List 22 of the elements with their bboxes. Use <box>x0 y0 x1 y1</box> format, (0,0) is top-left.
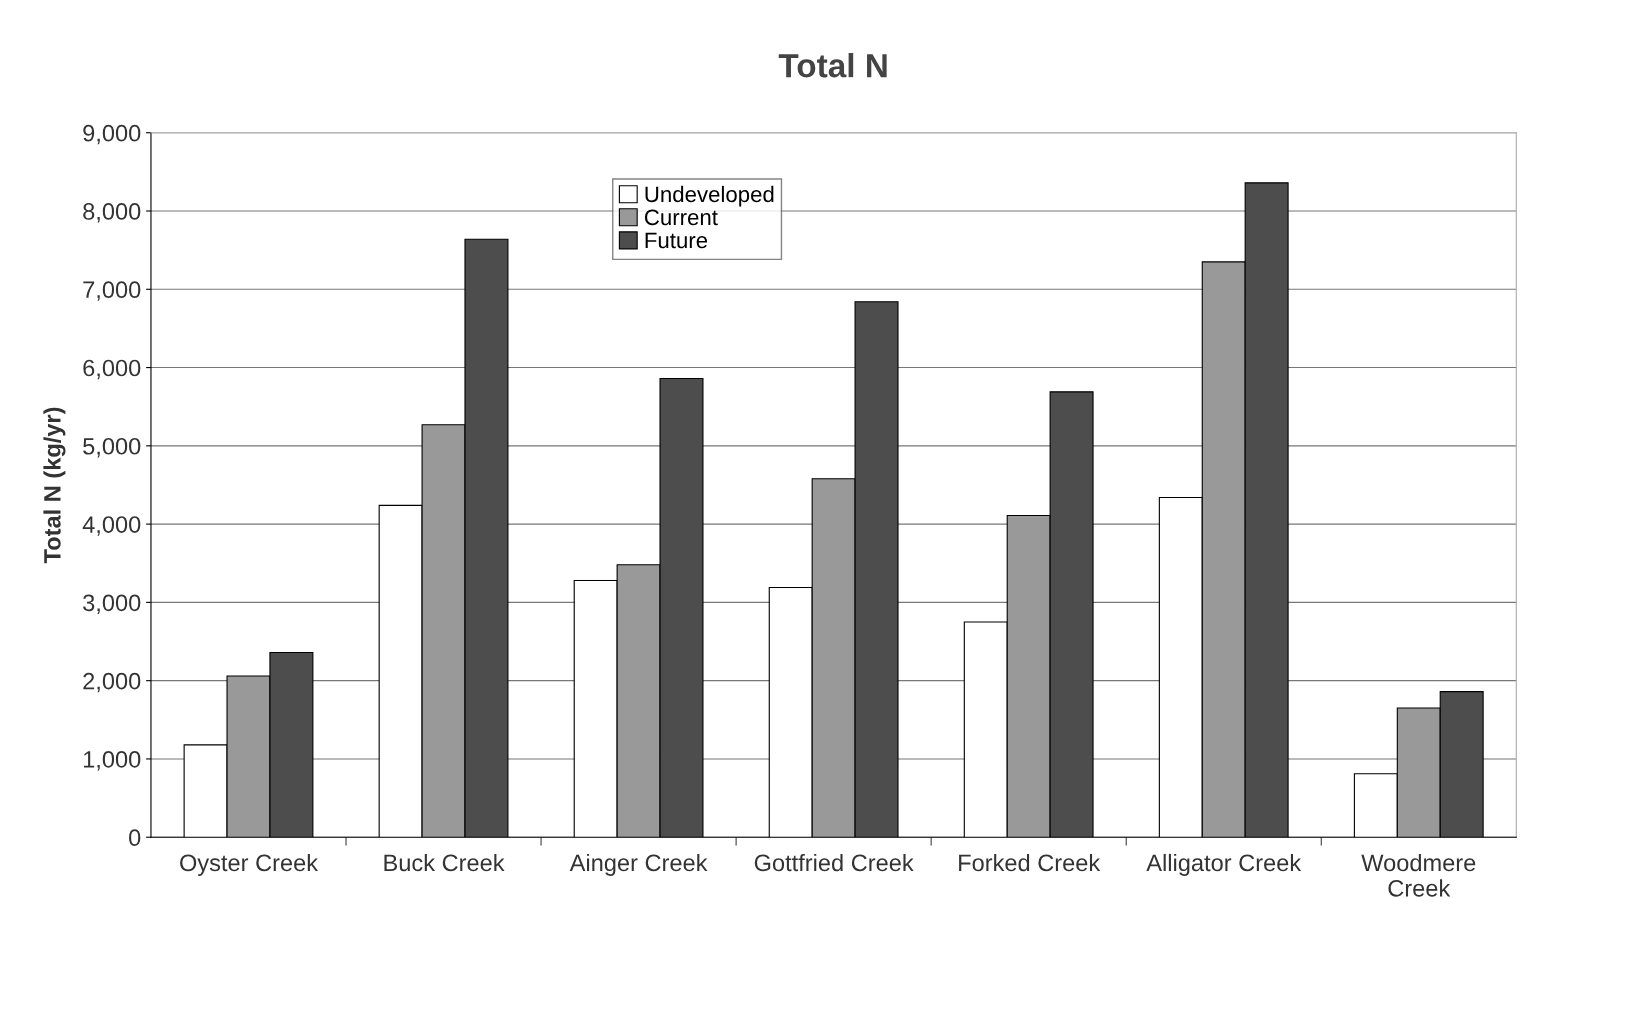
legend-label: Future <box>645 232 708 249</box>
x-tick-label: Ainger Creek <box>569 853 708 876</box>
y-tick-label: 5,000 <box>83 437 141 458</box>
y-tick-label: 0 <box>129 829 141 847</box>
x-tick-label: Buck Creek <box>384 853 505 872</box>
legend-label: Undeveloped <box>645 185 774 207</box>
chart-title: Total N <box>778 53 887 78</box>
x-tick-label: Oyster Creek <box>180 853 319 876</box>
x-tick-label: Alligator Creek <box>1146 853 1302 876</box>
y-tick-label: 3,000 <box>83 594 141 614</box>
y-tick-label: 7,000 <box>83 281 141 301</box>
x-tick-label: Gottfried Creek <box>754 853 914 872</box>
x-tick-label: Forked Creek <box>959 853 1101 872</box>
y-tick-label: 9,000 <box>83 124 141 145</box>
y-tick-label: 1,000 <box>83 751 141 771</box>
y-tick-label: 2,000 <box>83 672 141 693</box>
y-tick-label: 6,000 <box>83 359 141 380</box>
x-tick-label: Woodmere Creek <box>1361 853 1476 897</box>
y-axis-title: Total N (kg/yr) <box>43 407 66 564</box>
y-tick-label: 4,000 <box>82 516 141 536</box>
legend-label: Current <box>644 209 718 226</box>
y-tick-label: 8,000 <box>83 203 141 223</box>
